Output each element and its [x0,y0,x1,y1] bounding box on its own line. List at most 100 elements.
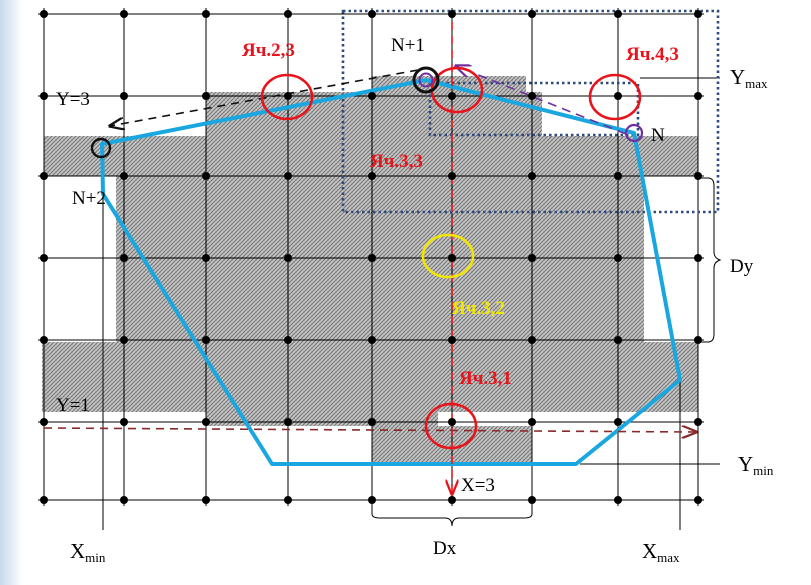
cell-2-3-circle [260,73,314,121]
hatch-strip-row-3 [44,136,698,176]
y-eq-3-guide [110,69,419,126]
grid-node-3-2 [284,172,292,180]
grid-dots [40,10,702,504]
label-y-eq-3: Y=3 [56,89,90,110]
label-cell-3-2: Яч.3,2 [452,298,505,319]
grid-node-6-3 [528,254,536,262]
grid-node-6-5 [528,418,536,426]
label-y-max: Ymax [730,65,768,91]
grid-node-2-0 [202,10,210,18]
grid-node-6-0 [528,10,536,18]
grid-node-6-4 [528,336,536,344]
filled-cells [42,76,698,464]
grid-node-1-2 [120,172,128,180]
grid-node-5-0 [448,10,456,18]
y-eq-1-guide [43,428,696,432]
grid-node-0-1 [40,92,48,100]
label-n: N [651,125,665,146]
vertex-n-plus-2-marker [90,137,112,159]
grid-node-2-3 [202,254,210,262]
vertex-n-plus-1-outer [412,66,440,94]
grid-node-1-4 [120,336,128,344]
grid-node-8-0 [694,10,702,18]
grid-node-6-6 [528,496,536,504]
grid-node-1-6 [120,496,128,504]
vertex-n-marker [624,123,644,143]
grid-node-3-6 [284,496,292,504]
label-x-eq-3: X=3 [461,475,495,496]
grid-node-1-1 [120,92,128,100]
grid-node-0-4 [40,336,48,344]
grid-node-7-6 [614,496,622,504]
label-cell-4-3: Яч.4,3 [626,44,679,65]
grid-node-4-0 [368,10,376,18]
grid-node-0-2 [40,172,48,180]
grid-node-4-1 [368,92,376,100]
grid-node-3-5 [284,418,292,426]
grid-node-5-1 [448,92,456,100]
vertex-markers [90,66,644,159]
label-y-eq-1: Y=1 [56,395,90,416]
grid-node-8-2 [694,172,702,180]
grid-node-1-3 [120,254,128,262]
label-dx: Dx [433,538,457,559]
grid-node-5-5 [448,418,456,426]
label-dy: Dy [730,256,754,277]
dashed-guides [43,22,696,494]
hatch-strip-row-2 [116,176,644,342]
grid-node-0-5 [40,418,48,426]
label-x-max: Xmax [642,539,680,565]
label-cell-2-3: Яч.2,3 [242,40,295,61]
grid-node-0-0 [40,10,48,18]
grid-node-7-3 [614,254,622,262]
label-cell-3-1: Яч.3,1 [459,368,512,389]
grid-node-4-2 [368,172,376,180]
dotted-box-small [428,81,640,137]
cell-circles [260,66,642,450]
point-labels: N+1 N N+2 Y=3 Y=1 X=3 Dx Dy [56,35,754,559]
grid-node-0-6 [40,496,48,504]
grid-node-3-0 [284,10,292,18]
dx-bracket [371,505,533,527]
grid-node-4-4 [368,336,376,344]
hatch-strip-row-1 [42,342,698,412]
grid-node-7-5 [614,418,622,426]
polygon-outline [100,78,682,466]
grid-node-8-4 [694,336,702,344]
grid-node-5-3 [448,254,456,262]
extent-labels: Ymax Ymin Xmin Xmax [70,65,774,565]
dy-bracket [700,177,722,343]
grid-node-8-6 [694,496,702,504]
grid-node-1-5 [120,418,128,426]
grid-node-1-0 [120,10,128,18]
grid-node-3-1 [284,92,292,100]
grid-node-7-0 [614,10,622,18]
label-x-min: Xmin [70,539,106,565]
grid-node-2-6 [202,496,210,504]
grid-node-4-6 [368,496,376,504]
grid-node-2-2 [202,172,210,180]
grid-node-5-2 [448,172,456,180]
grid-node-2-1 [202,92,210,100]
grid-node-7-1 [614,92,622,100]
grid-node-2-5 [202,418,210,426]
cell-4-3-circle [588,73,642,121]
grid-node-5-6 [448,496,456,504]
grid-node-6-1 [528,92,536,100]
grid-node-7-2 [614,172,622,180]
cell-3-1-circle [424,402,478,450]
label-n-plus-1: N+1 [391,35,425,56]
grid-node-5-4 [448,336,456,344]
grid-node-3-4 [284,336,292,344]
grid-node-4-5 [368,418,376,426]
cell-3-2-circle [421,233,475,279]
vertex-n-plus-1-inner [418,72,434,88]
grid-node-7-4 [614,336,622,344]
grid-node-0-3 [40,254,48,262]
reference-lines [102,77,722,530]
label-n-plus-2: N+2 [72,188,106,209]
grid-node-8-1 [694,92,702,100]
label-cell-3-3: Яч.3,3 [370,151,423,172]
